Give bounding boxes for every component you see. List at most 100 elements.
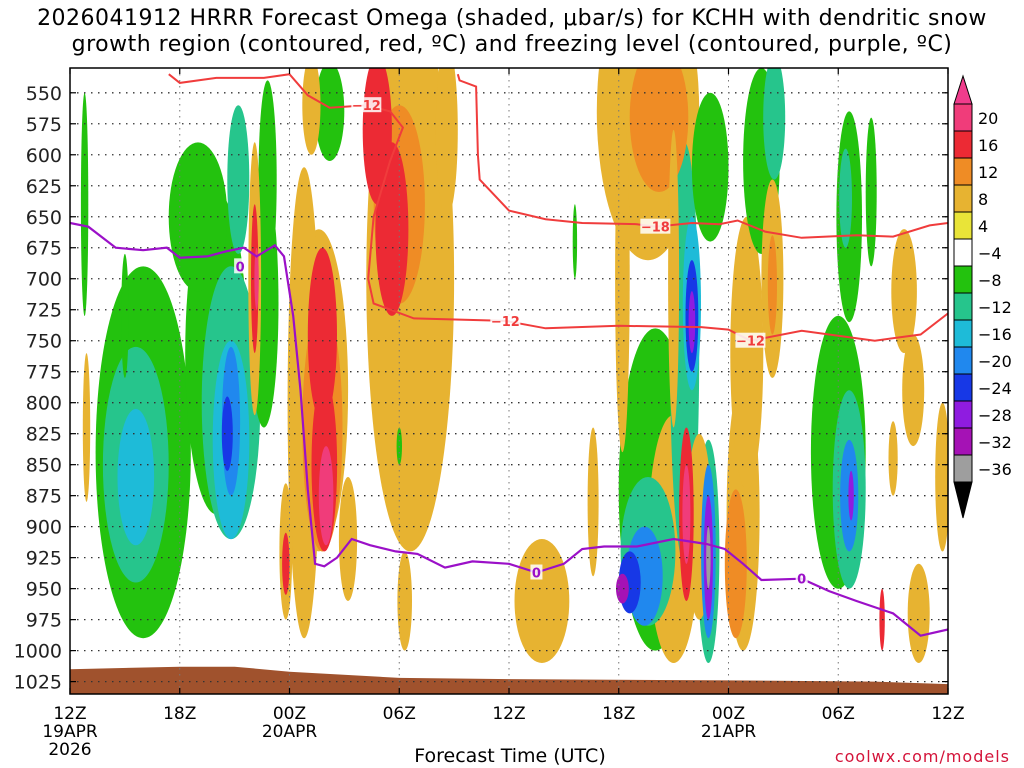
omega-cell	[82, 353, 91, 502]
dgz-label-bg	[351, 97, 382, 113]
x-axis-title: Forecast Time (UTC)	[414, 745, 606, 767]
omega-cell	[865, 117, 877, 267]
fl-label-bg	[795, 570, 808, 586]
colorbar-label: 16	[978, 136, 998, 155]
omega-cell	[80, 92, 89, 317]
colorbar-swatch	[953, 184, 973, 213]
omega-cell	[616, 573, 629, 604]
colorbar-label: −16	[978, 325, 1012, 344]
omega-cell	[668, 129, 680, 428]
omega-cell	[902, 334, 925, 447]
y-tick-label: 900	[26, 517, 62, 539]
colorbar-label: −4	[978, 244, 1002, 263]
dgz-label-bg	[490, 312, 521, 328]
colorbar-label: −24	[978, 379, 1012, 398]
omega-cell	[168, 142, 228, 292]
y-tick-label: 950	[26, 579, 62, 601]
dgz-label-bg	[640, 218, 671, 234]
y-tick-label: 600	[26, 145, 62, 167]
omega-cell	[315, 68, 345, 161]
chart-title: 2026041912 HRRR Forecast Omega (shaded, …	[0, 6, 1024, 58]
colorbar-label: −28	[978, 406, 1012, 425]
omega-cell	[435, 68, 458, 217]
omega-cell	[338, 477, 358, 601]
colorbar-swatch	[953, 130, 973, 159]
y-tick-label: 675	[26, 238, 62, 260]
y-tick-label: 1025	[14, 672, 62, 694]
omega-cell	[615, 105, 630, 453]
omega-cell	[121, 253, 129, 378]
freezing-level-label: 0	[797, 573, 806, 588]
colorbar: 20 16 12 8 4 −4 −8 −12 −16 −20 −24 −28 −32 −36	[953, 74, 1012, 519]
colorbar-bottom-arrow	[953, 481, 973, 519]
y-tick-label: 575	[26, 114, 62, 136]
colorbar-swatch	[953, 373, 973, 402]
colorbar-swatch	[953, 103, 973, 132]
omega-cell	[282, 532, 290, 595]
omega-cell	[767, 235, 778, 335]
x-tick-label: 06Z	[383, 704, 416, 724]
dgz-contour-label: −12	[352, 99, 381, 114]
y-tick-label: 775	[26, 362, 62, 384]
omega-cell	[763, 68, 786, 180]
colorbar-label: −32	[978, 433, 1012, 452]
omega-cell	[907, 563, 930, 664]
omega-cell	[221, 396, 233, 471]
colorbar-swatch	[953, 319, 973, 348]
omega-cell	[307, 247, 337, 422]
x-tick-year-label: 2026	[48, 740, 91, 760]
freezing-level-label: 0	[236, 260, 245, 275]
y-tick-label: 850	[26, 455, 62, 477]
colorbar-label: 12	[978, 163, 998, 182]
omega-cell	[848, 470, 854, 521]
omega-cell	[302, 68, 321, 155]
omega-cell	[397, 551, 413, 651]
colorbar-swatch	[953, 427, 973, 456]
omega-cell	[227, 105, 250, 254]
colorbar-top-arrow	[953, 74, 973, 105]
x-tick-date-label: 19APR	[42, 722, 98, 742]
x-tick-date-label: 20APR	[262, 722, 318, 742]
omega-cell	[730, 216, 764, 490]
omega-cell	[572, 204, 578, 279]
title-line-2: growth region (contoured, red, ºC) and f…	[71, 32, 953, 57]
x-tick-label: 00Z	[712, 704, 745, 724]
colorbar-swatch	[953, 454, 973, 483]
y-tick-label: 700	[26, 269, 62, 291]
grid	[70, 68, 948, 694]
colorbar-swatch	[953, 157, 973, 186]
dgz-label-bg	[735, 332, 766, 348]
dgz-contour-label: −12	[491, 315, 520, 330]
colorbar-label: −20	[978, 352, 1012, 371]
x-tick-label: 12Z	[53, 704, 86, 724]
y-tick-label: 550	[26, 83, 62, 105]
x-tick-label: 06Z	[822, 704, 855, 724]
colorbar-swatch	[953, 265, 973, 294]
colorbar-label: −36	[978, 460, 1012, 479]
x-tick-label: 00Z	[273, 704, 306, 724]
x-tick-label: 12Z	[931, 704, 964, 724]
omega-cell	[258, 80, 277, 279]
fl-label-bg	[234, 258, 247, 274]
omega-field	[70, 68, 948, 694]
omega-cell	[117, 408, 155, 546]
omega-cell	[691, 92, 729, 242]
omega-cell	[587, 427, 599, 577]
credit-link[interactable]: coolwx.com/models	[834, 747, 1010, 766]
colorbar-label: 20	[978, 109, 998, 128]
omega-cell	[891, 229, 917, 354]
omega-cell	[682, 464, 691, 564]
y-tick-label: 825	[26, 424, 62, 446]
colorbar-label: 8	[978, 190, 988, 209]
y-tick-label: 800	[26, 393, 62, 415]
y-tick-label: 875	[26, 486, 62, 508]
freezing-level-label: 0	[532, 567, 541, 582]
omega-cell	[724, 489, 747, 639]
omega-cell	[362, 68, 392, 205]
omega-cell	[318, 446, 334, 546]
x-tick-label: 18Z	[163, 704, 196, 724]
colorbar-swatch	[953, 346, 973, 375]
colorbar-label: −8	[978, 271, 1002, 290]
colorbar-swatch	[953, 211, 973, 240]
omega-cell	[254, 247, 259, 310]
